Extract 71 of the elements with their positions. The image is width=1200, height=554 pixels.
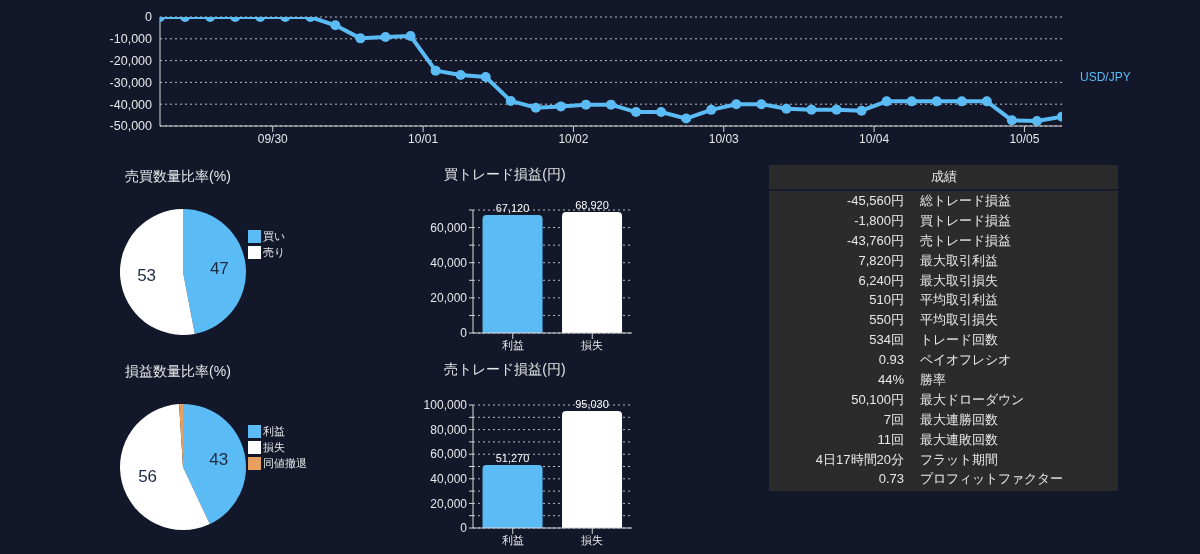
data-label: 43 <box>209 449 229 469</box>
text: 最大ドローダウン <box>920 390 1024 409</box>
text: ペイオフレシオ <box>920 351 1011 370</box>
text: 0.93 <box>877 351 904 370</box>
text: 7回 <box>882 410 904 429</box>
text: 勝率 <box>920 371 946 389</box>
text: トレード回数 <box>920 331 998 350</box>
text: 50,100円 <box>850 390 904 409</box>
y-tick-label: 0 <box>460 326 468 341</box>
y-tick-label: 40,000 <box>430 255 468 270</box>
y-tick-label: 0 <box>460 521 468 536</box>
text: 44% <box>876 371 904 389</box>
x-tick-label: 09/30 <box>257 131 289 146</box>
text: -45,560円 <box>845 192 904 210</box>
chart-title: 買トレード損益(円) <box>443 166 567 184</box>
text: 総トレード損益 <box>920 192 1011 210</box>
x-tick-label: 10/02 <box>558 131 589 146</box>
text: 0.73 <box>877 470 904 489</box>
data-label: 68,920 <box>575 198 609 211</box>
data-label: 95,030 <box>575 398 609 411</box>
text: 最大取引利益 <box>920 251 998 270</box>
x-tick-label: 10/04 <box>859 131 890 146</box>
text: 510円 <box>868 291 904 310</box>
y-tick-label: -10,000 <box>109 32 153 47</box>
x-tick-label: 10/03 <box>708 131 740 146</box>
chart-title: 売買数量比率(%) <box>124 168 232 186</box>
text: 平均取引利益 <box>920 291 998 310</box>
y-tick-label: 80,000 <box>430 422 468 437</box>
data-label: 53 <box>137 265 157 285</box>
y-tick-label: -20,000 <box>109 54 153 69</box>
legend-label: 同値撤退 <box>263 455 307 471</box>
y-tick-label: 100,000 <box>423 398 468 413</box>
y-tick-label: 40,000 <box>430 472 468 487</box>
text: 11回 <box>876 430 904 449</box>
text: 売トレード損益 <box>920 231 1011 250</box>
data-label: 47 <box>209 259 229 279</box>
y-tick-label: 60,000 <box>430 220 468 235</box>
chart-title: 損益数量比率(%) <box>124 363 232 381</box>
text: 最大取引損失 <box>920 271 998 290</box>
y-tick-label: 20,000 <box>430 496 468 511</box>
text: 買トレード損益 <box>920 211 1011 230</box>
y-tick-label: 60,000 <box>430 447 468 462</box>
text: 最大連敗回数 <box>920 430 998 449</box>
text: プロフィットファクター <box>920 470 1063 489</box>
text: 534回 <box>868 331 904 350</box>
legend-label: 損失 <box>263 439 285 455</box>
text: 4日17時間20分 <box>814 450 904 469</box>
chart-title: 売トレード損益(円) <box>443 361 567 379</box>
x-tick-label: 10/01 <box>408 131 439 146</box>
x-tick-label: 10/05 <box>1009 131 1040 146</box>
text: 6,240円 <box>857 271 904 290</box>
y-tick-label: -50,000 <box>109 119 153 134</box>
text: 7,820円 <box>857 251 904 270</box>
y-tick-label: -30,000 <box>109 75 153 90</box>
text: フラット期間 <box>920 450 998 469</box>
text: -43,760円 <box>845 231 904 250</box>
text: 平均取引損失 <box>920 311 998 330</box>
text: 550円 <box>868 311 904 330</box>
y-tick-label: 0 <box>145 10 153 25</box>
legend-label: 売り <box>263 244 285 260</box>
text: USD/JPY <box>1080 70 1131 84</box>
data-label: 67,120 <box>495 202 530 215</box>
text: 最大連勝回数 <box>920 410 998 429</box>
y-tick-label: 20,000 <box>430 291 468 306</box>
legend-label: 利益 <box>263 423 285 439</box>
data-label: 56 <box>138 466 158 486</box>
y-tick-label: -40,000 <box>109 97 153 112</box>
text: -1,800円 <box>853 211 904 230</box>
legend-label: 買い <box>263 228 285 244</box>
text: 成績 <box>769 165 1118 191</box>
data-label: 51,270 <box>495 451 530 464</box>
